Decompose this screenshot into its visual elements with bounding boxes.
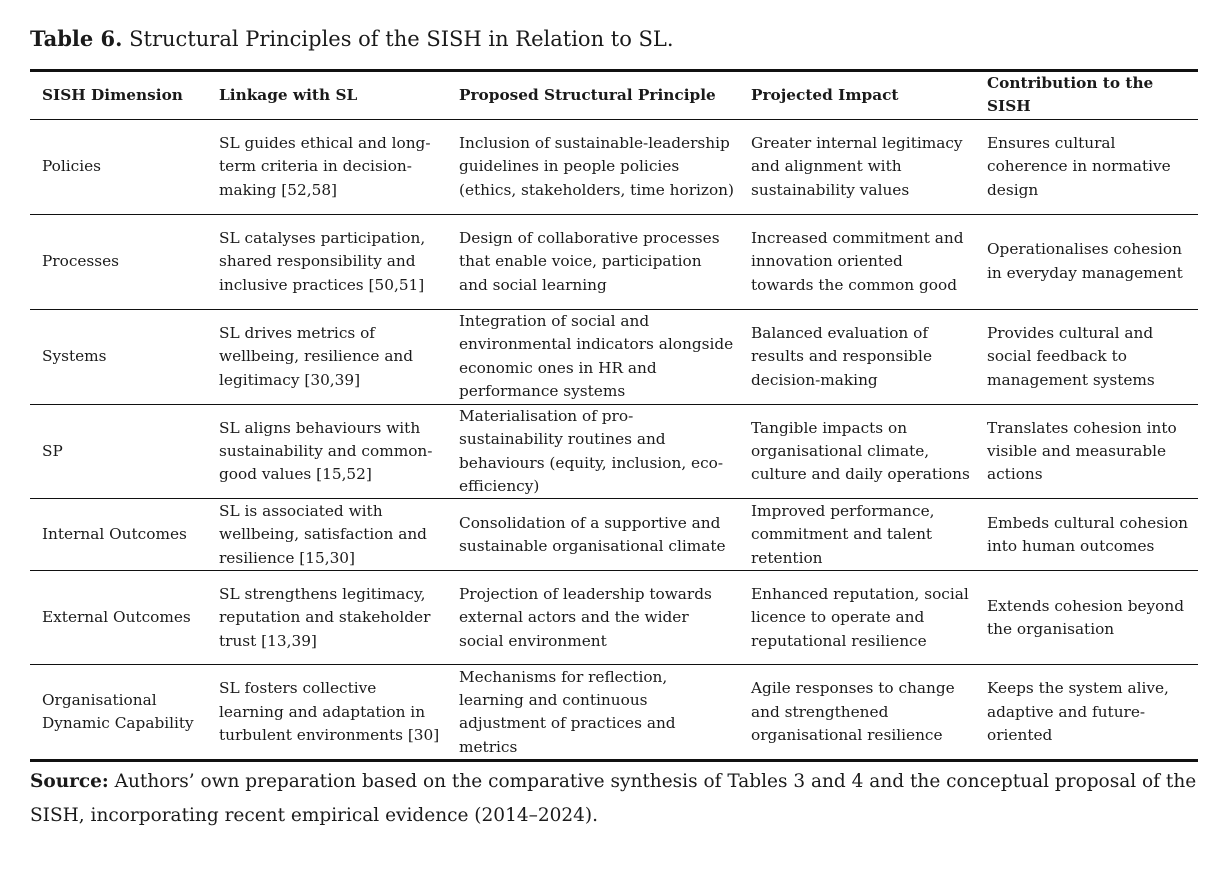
table-row: Policies SL guides ethical and long-term … (30, 119, 1198, 215)
table: SISH Dimension Linkage with SL Proposed St… (30, 69, 1198, 762)
table-cell: SL aligns behaviours with sustainability… (219, 418, 433, 484)
caption: Table 6. Structural Principles of the SI… (30, 26, 674, 51)
table-cell: Integration of social and environmental … (459, 312, 734, 401)
header-row: SISH Dimension Linkage with SL Proposed St… (30, 70, 1198, 120)
table-cell: Systems (42, 347, 107, 366)
table-cell: Mechanisms for reflection, learning and … (459, 667, 676, 756)
table-cell: Internal Outcomes (42, 525, 187, 544)
header-cell: SISH Dimension (42, 85, 183, 104)
table-cell: Balanced evaluation of results and respo… (751, 323, 932, 389)
table-cell: Keeps the system alive, adaptive and fut… (987, 679, 1169, 745)
table-cell: Agile responses to change and strengthen… (751, 679, 955, 745)
caption-text: Structural Principles of the SISH in Rel… (129, 27, 674, 51)
table-cell: SL fosters collective learning and adapt… (219, 679, 440, 745)
header-cell: Contribution to the SISH (987, 74, 1154, 116)
source-text: Authors’ own preparation based on the co… (30, 771, 1197, 826)
table-cell: SL catalyses participation, shared respo… (219, 228, 426, 294)
table-cell: Extends cohesion beyond the organisation (987, 596, 1185, 638)
table-row: SP SL aligns behaviours with sustainabili… (30, 404, 1198, 499)
table-cell: SL strengthens legitimacy, reputation an… (219, 584, 431, 650)
table-cell: Consolidation of a supportive and sustai… (459, 513, 726, 555)
table-cell: Ensures cultural coherence in normative … (987, 133, 1171, 199)
header-cell: Linkage with SL (219, 85, 358, 104)
caption-label: Table 6. (30, 26, 123, 51)
table-cell: Operationalises cohesion in everyday man… (987, 240, 1183, 282)
table-cell: Embeds cultural cohesion into human outc… (987, 513, 1189, 555)
table-cell: Organisational Dynamic Capability (42, 691, 194, 733)
source-label: Source: (30, 771, 109, 792)
table-cell: External Outcomes (42, 608, 191, 627)
table-cell: SP (42, 441, 63, 460)
table-row: Processes SL catalyses participation, sha… (30, 214, 1198, 310)
source-note: Source: Authors’ own preparation based o… (30, 765, 1200, 833)
table-cell: Provides cultural and social feedback to… (987, 323, 1155, 389)
table-row: Organisational Dynamic Capability SL fost… (30, 665, 1198, 761)
table-cell: Inclusion of sustainable-leadership guid… (459, 133, 734, 199)
table-cell: Enhanced reputation, social licence to o… (751, 584, 969, 650)
table-cell: SL drives metrics of wellbeing, resilien… (219, 323, 414, 389)
table-cell: Design of collaborative processes that e… (459, 228, 720, 294)
header-cell: Projected Impact (751, 85, 899, 104)
table-cell: Materialisation of pro-sustainability ro… (459, 406, 724, 496)
table-cell: Improved performance, commitment and tal… (751, 501, 935, 567)
header-cell: Proposed Structural Principle (459, 85, 716, 104)
table-body: Policies SL guides ethical and long-term … (30, 119, 1198, 761)
table-row: Internal Outcomes SL is associated with w… (30, 499, 1198, 571)
table-cell: Tangible impacts on organisational clima… (751, 418, 970, 484)
table-cell: Processes (42, 252, 120, 271)
table-cell: Projection of leadership towards externa… (459, 584, 712, 650)
table-cell: SL is associated with wellbeing, satisfa… (219, 501, 427, 567)
table-cell: Greater internal legitimacy and alignmen… (751, 133, 963, 199)
table-cell: SL guides ethical and long-term criteria… (219, 133, 431, 199)
table-row: Systems SL drives metrics of wellbeing, r… (30, 309, 1198, 405)
table-header: SISH Dimension Linkage with SL Proposed St… (30, 70, 1198, 120)
table-cell: Policies (42, 157, 102, 176)
table-cell: Translates cohesion into visible and mea… (987, 418, 1177, 484)
table-cell: Increased commitment and innovation orie… (751, 228, 964, 294)
table-row: External Outcomes SL strengthens legitima… (30, 571, 1198, 665)
